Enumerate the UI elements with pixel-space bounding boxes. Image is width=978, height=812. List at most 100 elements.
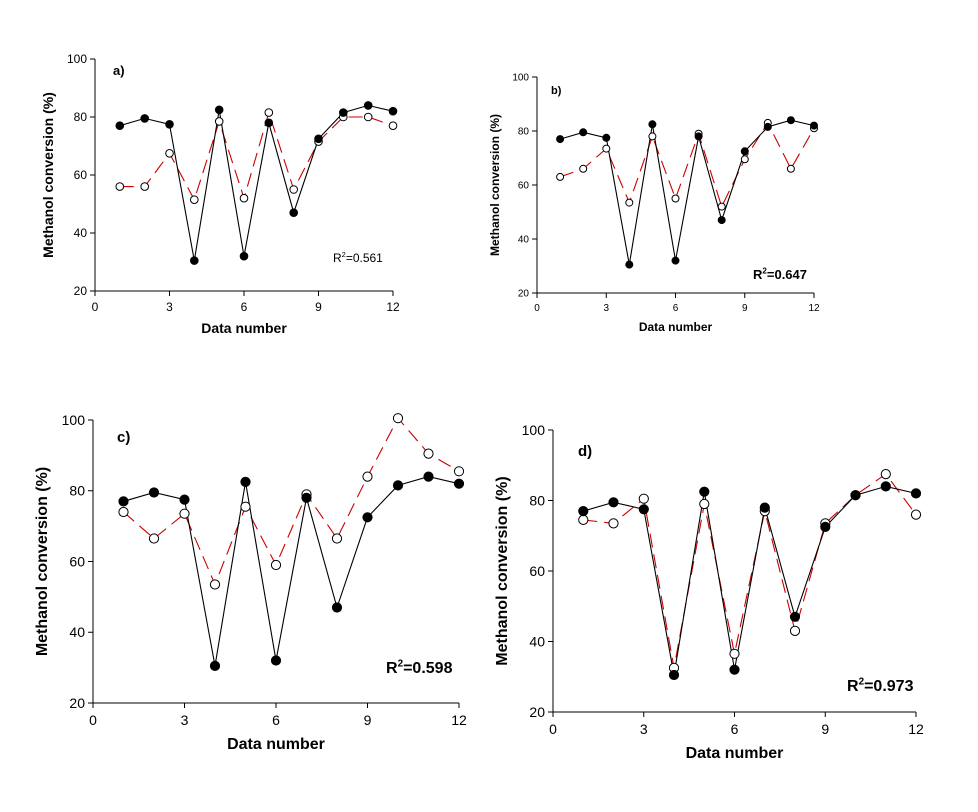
data-point-open xyxy=(789,625,801,637)
data-point-filled xyxy=(264,118,274,128)
r-squared-value: =0.647 xyxy=(767,267,807,282)
r-squared-annotation: R2=0.647 xyxy=(753,267,807,282)
r-squared-value: =0.598 xyxy=(403,660,452,677)
data-point-open xyxy=(289,185,299,194)
x-axis-title: Data number xyxy=(201,320,287,336)
data-point-open xyxy=(239,193,249,203)
chart-panel-3: 20 40 60 80 100 0 3 6 9 12 Data number Methanol con… xyxy=(34,412,467,753)
data-point-filled xyxy=(339,108,348,117)
x-tick-label: 3 xyxy=(603,303,609,314)
x-tick-label: 0 xyxy=(534,303,540,314)
data-point-open xyxy=(648,132,657,141)
r-squared-symbol: R xyxy=(847,678,859,695)
data-point-open xyxy=(165,149,174,158)
data-point-filled xyxy=(556,135,565,144)
x-tick-label: 3 xyxy=(181,712,189,728)
x-tick-label: 9 xyxy=(742,303,748,314)
series-line-experimental xyxy=(123,476,460,666)
r-squared-exponent: 2 xyxy=(342,250,346,259)
x-tick-label: 9 xyxy=(315,300,322,314)
data-point-filled xyxy=(209,660,221,672)
data-point-open xyxy=(740,155,749,164)
series-line-predicted xyxy=(123,417,460,586)
data-point-open xyxy=(625,198,634,207)
r-squared-exponent: 2 xyxy=(398,658,404,669)
y-tick-label: 80 xyxy=(69,483,85,499)
data-point-filled xyxy=(880,481,891,492)
x-tick-label: 6 xyxy=(673,303,679,314)
data-point-open xyxy=(148,533,160,544)
series-line-predicted xyxy=(119,110,394,202)
data-point-open xyxy=(910,509,922,520)
data-point-open xyxy=(392,413,404,424)
r-squared-symbol: R xyxy=(333,251,342,265)
data-point-filled xyxy=(579,128,588,137)
data-point-filled xyxy=(179,494,190,505)
y-tick-label: 20 xyxy=(518,289,530,300)
x-tick-label: 6 xyxy=(272,712,280,728)
data-point-open xyxy=(717,202,726,211)
r-squared-annotation: R2=0.598 xyxy=(386,658,453,677)
panel-label: a) xyxy=(113,63,125,78)
x-tick-label: 6 xyxy=(241,300,248,314)
panel-label: d) xyxy=(578,443,592,460)
data-point-open xyxy=(578,514,589,526)
data-point-filled xyxy=(638,504,649,515)
data-point-open xyxy=(115,182,125,191)
data-point-open xyxy=(579,164,588,173)
y-tick-label: 80 xyxy=(529,492,545,508)
data-point-open xyxy=(264,108,274,117)
series-line-experimental xyxy=(559,119,815,265)
data-point-filled xyxy=(648,120,657,129)
y-tick-label: 40 xyxy=(518,235,530,246)
r-squared-exponent: 2 xyxy=(762,267,767,276)
data-point-filled xyxy=(671,256,680,265)
chart-panel-1: 20 40 60 80 100 0 3 6 9 12 Data number Methanol con… xyxy=(40,52,400,336)
y-tick-label: 80 xyxy=(518,127,530,138)
r-squared-symbol: R xyxy=(386,660,398,677)
data-point-filled xyxy=(240,476,251,487)
x-axis-title: Data number xyxy=(686,745,784,762)
data-point-filled xyxy=(910,488,922,499)
x-tick-label: 9 xyxy=(821,721,829,737)
data-point-filled xyxy=(740,147,749,156)
data-point-filled xyxy=(363,101,373,110)
y-tick-label: 60 xyxy=(69,553,85,569)
chart-panel-4: 20 40 60 80 100 0 3 6 9 12 Data number Methanol con… xyxy=(494,422,924,762)
data-point-filled xyxy=(608,497,619,508)
y-tick-label: 100 xyxy=(522,422,546,438)
data-point-filled xyxy=(850,490,861,501)
data-point-filled xyxy=(763,122,772,131)
data-point-filled xyxy=(301,492,312,503)
x-axis-title: Data number xyxy=(227,736,325,753)
y-tick-label: 40 xyxy=(69,624,85,640)
data-point-filled xyxy=(602,133,611,142)
x-tick-label: 12 xyxy=(451,712,467,728)
data-point-filled xyxy=(423,471,434,482)
data-point-open xyxy=(363,112,373,122)
x-tick-label: 12 xyxy=(386,300,400,314)
data-point-open xyxy=(190,195,199,204)
panel-label: b) xyxy=(551,85,562,97)
data-point-filled xyxy=(717,216,726,225)
x-tick-label: 3 xyxy=(640,721,648,737)
data-point-filled xyxy=(392,480,404,491)
data-point-filled xyxy=(786,116,795,125)
data-point-filled xyxy=(820,521,831,533)
data-point-open xyxy=(118,506,129,518)
data-point-open xyxy=(140,182,149,191)
data-point-filled xyxy=(270,655,282,666)
y-tick-label: 60 xyxy=(529,563,545,579)
series-line-experimental xyxy=(119,104,394,261)
data-point-open xyxy=(880,469,891,480)
y-tick-label: 20 xyxy=(69,695,85,711)
data-point-open xyxy=(331,533,343,544)
x-tick-label: 6 xyxy=(731,721,739,737)
data-point-open xyxy=(179,508,190,519)
y-tick-label: 20 xyxy=(74,284,88,298)
data-point-filled xyxy=(699,486,710,497)
x-tick-label: 0 xyxy=(92,300,99,314)
data-point-filled xyxy=(190,256,199,265)
data-point-open xyxy=(209,579,221,590)
data-point-open xyxy=(556,172,565,181)
